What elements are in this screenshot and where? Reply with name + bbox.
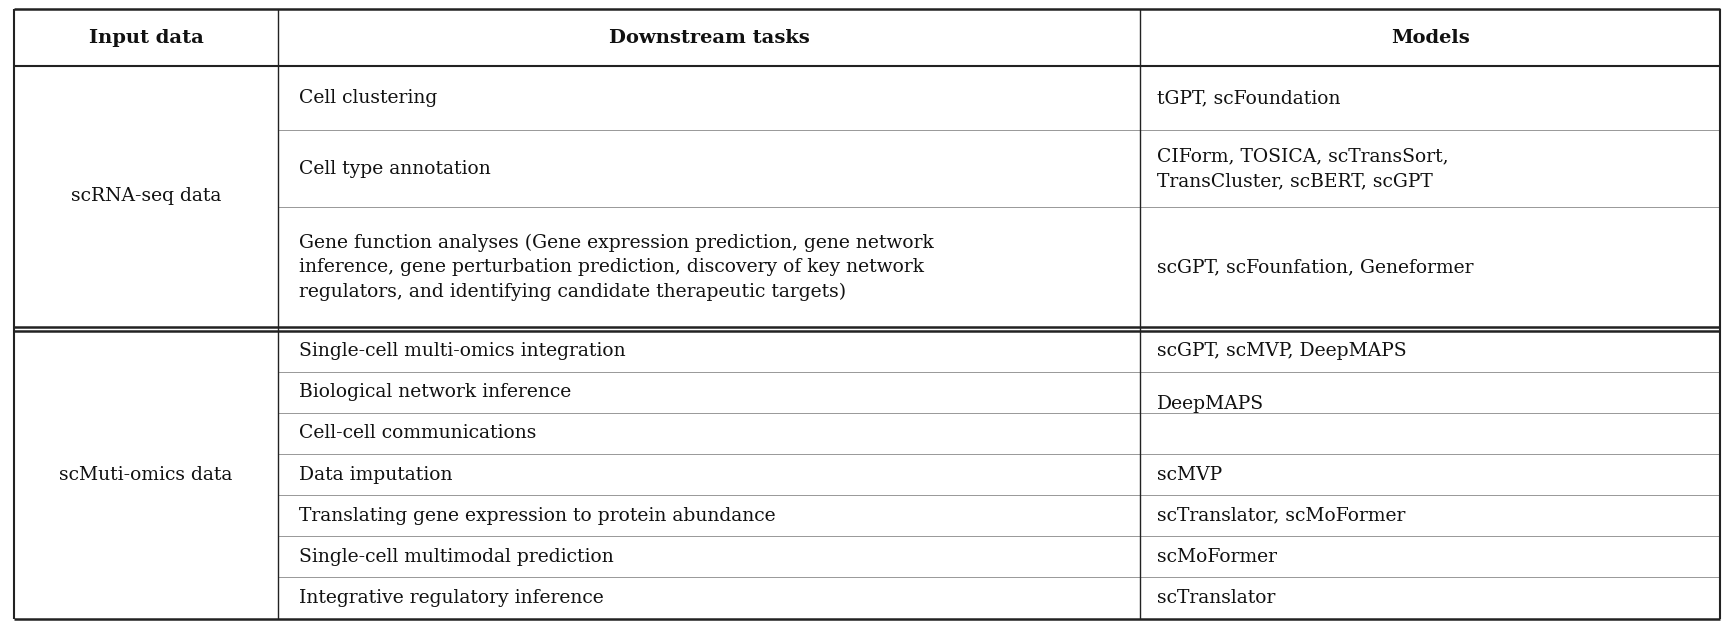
Text: scMVP: scMVP	[1157, 465, 1222, 484]
Text: Translating gene expression to protein abundance: Translating gene expression to protein a…	[300, 507, 775, 525]
Text: Data imputation: Data imputation	[300, 465, 453, 484]
Text: scGPT, scMVP, DeepMAPS: scGPT, scMVP, DeepMAPS	[1157, 342, 1406, 360]
Text: Downstream tasks: Downstream tasks	[609, 29, 810, 46]
Text: Cell type annotation: Cell type annotation	[300, 160, 491, 178]
Text: Cell clustering: Cell clustering	[300, 89, 437, 107]
Text: Gene function analyses (Gene expression prediction, gene network
inference, gene: Gene function analyses (Gene expression …	[300, 234, 935, 301]
Text: tGPT, scFoundation: tGPT, scFoundation	[1157, 89, 1340, 107]
Text: DeepMAPS: DeepMAPS	[1157, 371, 1264, 413]
Text: Single-cell multi-omics integration: Single-cell multi-omics integration	[300, 342, 626, 360]
Text: scGPT, scFounfation, Geneformer: scGPT, scFounfation, Geneformer	[1157, 258, 1474, 276]
Text: scMuti-omics data: scMuti-omics data	[59, 465, 232, 484]
Text: Cell-cell communications: Cell-cell communications	[300, 425, 536, 443]
Text: CIForm, TOSICA, scTransSort,
TransCluster, scBERT, scGPT: CIForm, TOSICA, scTransSort, TransCluste…	[1157, 148, 1450, 190]
Text: Integrative regulatory inference: Integrative regulatory inference	[300, 589, 603, 607]
Text: scTranslator, scMoFormer: scTranslator, scMoFormer	[1157, 507, 1406, 525]
Text: scRNA-seq data: scRNA-seq data	[71, 187, 222, 205]
Text: Input data: Input data	[88, 29, 203, 46]
Text: Models: Models	[1391, 29, 1469, 46]
Text: Single-cell multimodal prediction: Single-cell multimodal prediction	[300, 548, 614, 566]
Text: scTranslator: scTranslator	[1157, 589, 1276, 607]
Text: scMoFormer: scMoFormer	[1157, 548, 1278, 566]
Text: Biological network inference: Biological network inference	[300, 383, 572, 401]
